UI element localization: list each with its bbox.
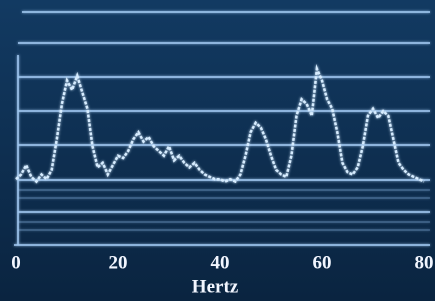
x-tick-label: 20 <box>109 252 128 273</box>
x-axis-label: Hertz <box>192 276 239 297</box>
chart: Hertz 0 20 40 60 80 <box>0 0 435 301</box>
x-tick-label: 60 <box>313 252 332 273</box>
x-tick-label: 0 <box>11 252 21 273</box>
x-tick-label: 80 <box>415 252 434 273</box>
x-tick-label: 40 <box>211 252 230 273</box>
